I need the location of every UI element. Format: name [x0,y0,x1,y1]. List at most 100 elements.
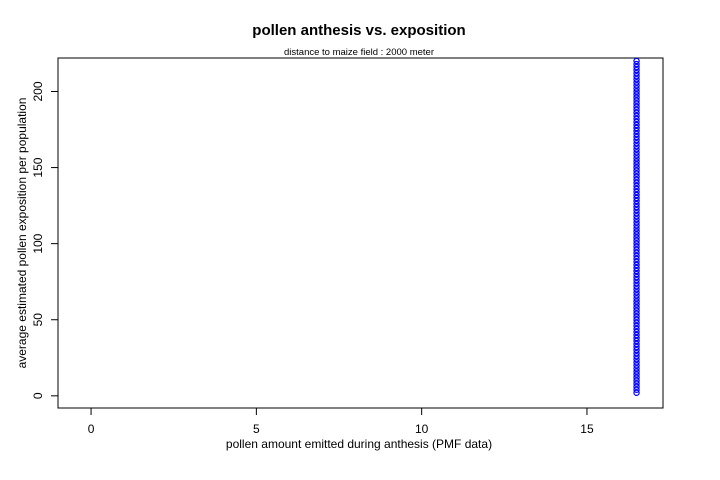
data-point [633,170,640,177]
data-point [633,112,640,120]
data-point [633,310,640,317]
data-point [633,280,640,287]
data-point [633,270,640,278]
data-point [633,289,640,296]
data-point [633,249,640,256]
data-point [633,371,640,378]
y-tick-label: 100 [31,233,45,253]
plot-frame [57,57,664,409]
data-point [633,103,640,110]
data-point [633,85,640,92]
data-point [633,73,640,80]
data-point [633,143,640,150]
data-point [633,231,640,238]
data-point [633,331,640,339]
data-point [633,63,640,71]
data-point [633,127,640,135]
data-point [633,267,640,275]
data-point [633,149,640,156]
data-point [633,228,640,235]
data-point [633,264,640,272]
data-point [633,191,640,199]
data-point [633,152,640,159]
data-point [633,261,640,269]
data-point [633,173,640,180]
data-point [633,328,640,336]
data-point [633,243,640,250]
data-point [633,286,640,293]
data-point [633,200,640,208]
data-point [633,109,640,116]
data-point [633,359,640,366]
data-point [633,136,640,144]
data-point [633,362,640,369]
chart-subtitle: distance to maize field : 2000 meter [284,47,434,58]
y-axis-label: average estimated pollen exposition per … [15,98,29,369]
data-point [633,70,640,77]
data-point [633,374,640,381]
y-tick-label: 50 [31,313,45,327]
data-point [633,97,640,104]
y-tick-label: 150 [31,157,45,177]
data-point [633,91,640,98]
data-point [633,276,640,284]
data-point [633,313,640,320]
data-point [633,295,640,302]
data-point [633,325,640,333]
y-tick-label: 0 [31,392,45,399]
data-point [633,164,640,171]
data-point [633,66,640,74]
data-point [633,76,640,83]
x-axis: 0 5 10 15 [88,407,594,436]
data-point [633,176,640,183]
data-point [633,319,640,326]
data-point [633,206,640,214]
data-point [633,82,640,89]
data-point [633,194,640,202]
data-point [633,167,640,174]
data-point [633,255,640,263]
data-point [633,94,640,101]
data-point [633,307,640,314]
data-point [633,356,640,363]
data-point [633,322,640,330]
data-point [633,161,640,168]
data-point [633,197,640,205]
data-point [633,146,640,153]
data-point [633,252,640,260]
data-point [633,118,640,126]
data-point [633,155,640,162]
data-point [633,115,640,123]
data-point [633,380,640,387]
x-tick-label: 0 [88,422,95,436]
data-point [633,140,640,147]
data-point [633,185,640,193]
data-point [633,304,640,311]
data-point [633,337,640,345]
data-point [633,343,640,351]
x-tick-label: 15 [580,422,594,436]
data-point [633,334,640,342]
data-point [633,292,640,299]
data-point [633,158,640,165]
data-point [633,237,640,244]
data-point [633,182,640,190]
data-point [633,133,640,141]
data-point [633,301,640,308]
data-point [633,124,640,132]
data-point [633,100,640,107]
data-point [633,79,640,86]
data-point [633,219,640,226]
data-point [633,258,640,266]
data-point [633,57,640,65]
x-axis-label: pollen amount emitted during anthesis (P… [226,437,492,451]
data-point [633,386,640,393]
data-point [633,106,640,113]
data-point [633,179,640,186]
data-point [633,225,640,232]
data-point [633,234,640,241]
data-point [633,377,640,384]
data-point [633,246,640,253]
data-point [633,283,640,290]
data-point [633,353,640,360]
